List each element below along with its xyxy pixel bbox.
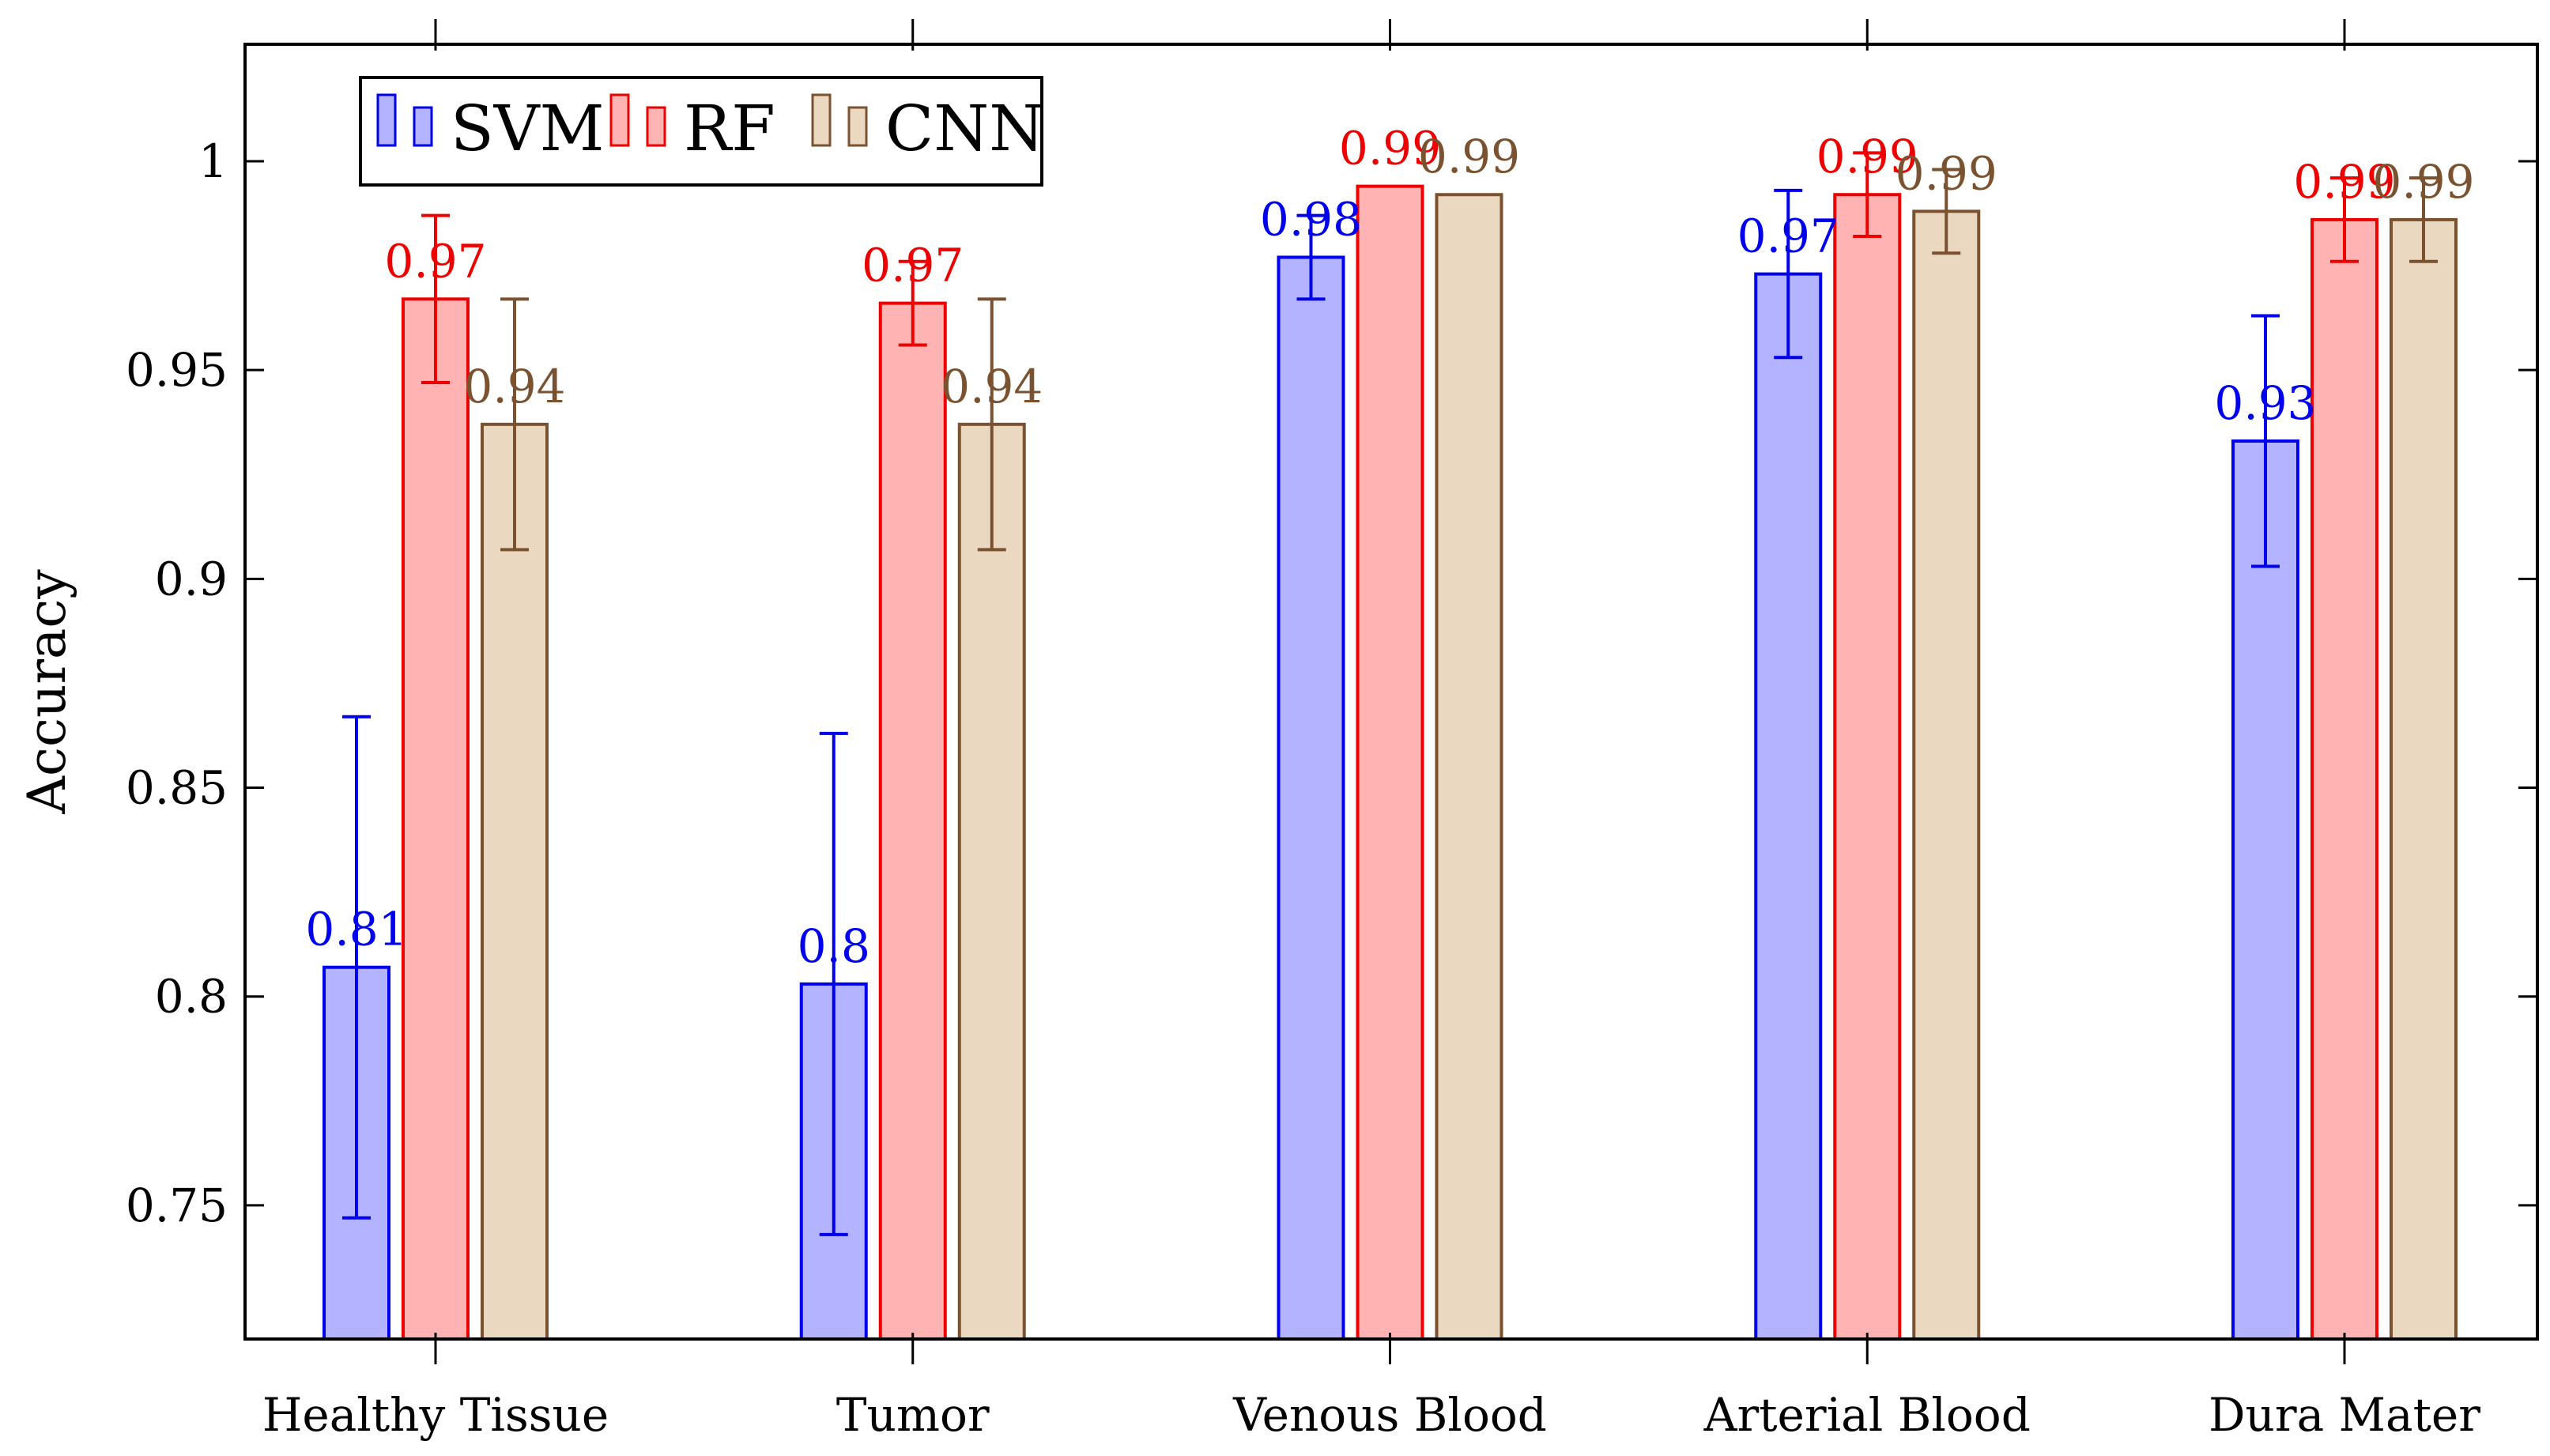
- data-label-cnn: 0.99: [2372, 155, 2474, 209]
- legend-swatch-cnn: [847, 106, 868, 147]
- bar-rf-0: [402, 297, 470, 1341]
- legend-swatch-cnn: [811, 93, 832, 147]
- x-tick-label: Arterial Blood: [1703, 1388, 2031, 1442]
- y-tick-label: 0.8: [155, 970, 228, 1024]
- legend-swatch-svm: [413, 106, 433, 147]
- y-tick-label: 0.95: [126, 343, 228, 397]
- error-bars: [342, 151, 2438, 1236]
- x-tick-label: Dura Mater: [2209, 1388, 2480, 1442]
- legend-label-rf: RF: [684, 92, 775, 165]
- data-label-svm: 0.98: [1260, 192, 1362, 246]
- bars: [323, 184, 2458, 1341]
- legend: SVM RF CNN: [359, 76, 1044, 187]
- bar-rf-1: [878, 301, 947, 1341]
- data-label-svm: 0.97: [1737, 209, 1839, 263]
- data-label-rf: 0.97: [862, 239, 964, 292]
- bar-rf-4: [2310, 217, 2378, 1341]
- legend-box: [359, 76, 1043, 187]
- y-tick-label: 0.75: [126, 1179, 228, 1232]
- y-tick-label: 0.85: [126, 761, 228, 815]
- legend-swatch-rf: [609, 93, 630, 147]
- y-tick-label: 1: [198, 134, 228, 188]
- data-label-cnn: 0.94: [941, 360, 1043, 413]
- legend-swatch-svm: [376, 93, 397, 147]
- bar-cnn-2: [1435, 193, 1503, 1341]
- y-axis: 0.75 0.8 0.85 0.9 0.95 1: [126, 134, 2537, 1232]
- bar-cnn-0: [481, 422, 549, 1341]
- data-labels: 0.81 0.80.98 0.970.930.97 0.970.99 0.99 0.990…: [305, 122, 2474, 973]
- data-label-svm: 0.81: [305, 903, 407, 956]
- bar-svm-2: [1277, 255, 1345, 1341]
- y-tick-label: 0.9: [155, 552, 228, 605]
- bar-svm-3: [1754, 272, 1823, 1341]
- data-label-rf: 0.99: [1339, 122, 1441, 175]
- x-tick-label: Healthy Tissue: [262, 1388, 609, 1442]
- x-axis: Healthy Tissue Tumor Venous Blood Arterial …: [262, 19, 2480, 1442]
- legend-swatch-rf: [646, 106, 666, 147]
- bar-cnn-1: [957, 422, 1026, 1341]
- bar-cnn-3: [1912, 209, 1981, 1341]
- data-label-cnn: 0.99: [1418, 130, 1520, 183]
- data-label-cnn: 0.94: [463, 360, 565, 413]
- bar-cnn-4: [2390, 217, 2458, 1341]
- data-label-cnn: 0.99: [1896, 146, 1997, 200]
- legend-label-cnn: CNN: [885, 92, 1044, 165]
- x-tick-label: Venous Blood: [1232, 1388, 1547, 1442]
- x-tick-label: Tumor: [836, 1388, 990, 1442]
- legend-label-svm: SVM: [451, 92, 605, 165]
- bar-rf-3: [1833, 193, 1902, 1341]
- data-label-rf: 0.99: [1816, 130, 1918, 183]
- bar-svm-4: [2231, 439, 2299, 1341]
- data-label-rf: 0.99: [2293, 155, 2395, 209]
- bar-rf-2: [1356, 184, 1424, 1341]
- data-label-svm: 0.8: [798, 919, 870, 973]
- y-axis-title: Accuracy: [17, 569, 77, 815]
- data-label-svm: 0.93: [2214, 376, 2316, 430]
- data-label-rf: 0.97: [384, 234, 486, 288]
